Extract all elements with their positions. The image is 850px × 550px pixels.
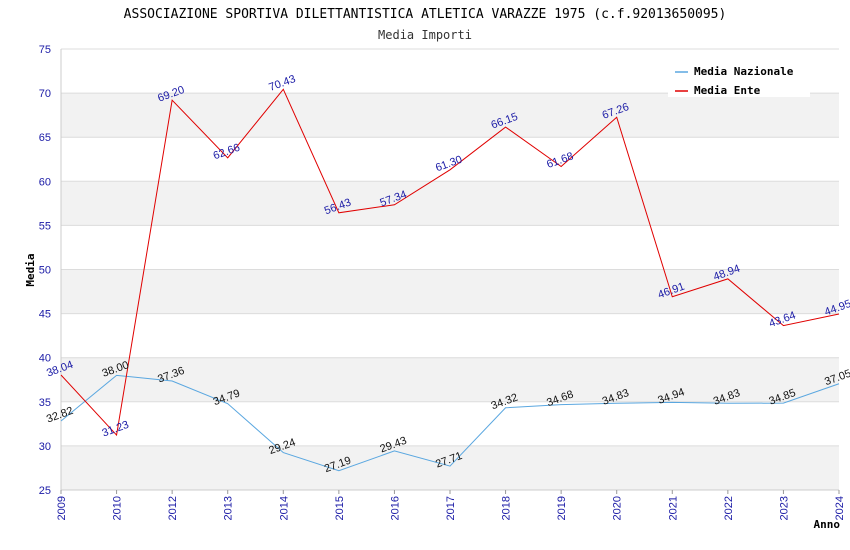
x-tick-label: 2010 — [112, 496, 124, 520]
y-tick-label: 45 — [39, 309, 51, 321]
x-tick-label: 2016 — [389, 496, 401, 520]
x-tick-label: 2023 — [778, 496, 790, 520]
legend-label-media-ente: Media Ente — [694, 84, 761, 97]
plot-band — [61, 93, 839, 138]
series-group — [60, 88, 840, 472]
y-tick-label: 25 — [39, 485, 51, 497]
x-tick-label: 2009 — [56, 496, 68, 520]
plot-band — [61, 401, 839, 446]
plot-band — [61, 225, 839, 270]
y-tick-label: 40 — [39, 353, 51, 365]
x-tick-label: 2015 — [334, 496, 346, 520]
x-tick-label: 2018 — [501, 496, 513, 520]
series-line-media-nazionale — [60, 374, 840, 472]
plot-band — [61, 445, 839, 490]
chart-title: ASSOCIAZIONE SPORTIVA DILETTANTISTICA AT… — [124, 7, 727, 22]
plot-band — [61, 137, 839, 182]
x-axis-label: Anno — [814, 518, 841, 531]
y-tick-label: 75 — [39, 44, 51, 56]
x-tick-label: 2014 — [278, 496, 290, 520]
y-tick-label: 65 — [39, 132, 51, 144]
x-tick-label: 2020 — [612, 496, 624, 520]
x-tick-label: 2022 — [723, 496, 735, 520]
plot-band — [61, 357, 839, 402]
chart-subtitle: Media Importi — [378, 28, 472, 42]
legend-label-media-nazionale: Media Nazionale — [694, 65, 794, 78]
plot-band — [61, 269, 839, 314]
x-tick-label: 2013 — [223, 496, 235, 520]
plot-band — [61, 313, 839, 358]
plot-band — [61, 181, 839, 226]
y-tick-label: 60 — [39, 176, 51, 188]
plot-bands — [61, 49, 839, 490]
series-line-media-ente — [60, 88, 840, 437]
y-tick-label: 55 — [39, 220, 51, 232]
y-tick-label: 50 — [39, 265, 51, 277]
y-axis-ticks: 25 30 35 40 45 50 55 60 65 70 75 — [39, 44, 51, 497]
x-tick-label: 2021 — [667, 496, 679, 520]
y-axis-label: Media — [24, 253, 37, 286]
y-tick-label: 35 — [39, 397, 51, 409]
x-tick-label: 2024 — [834, 496, 846, 520]
x-tick-label: 2012 — [167, 496, 179, 520]
x-axis-ticks: 2009 2010 2012 2013 2014 2015 2016 2017 2018 2019… — [56, 490, 846, 520]
y-tick-label: 30 — [39, 441, 51, 453]
y-tick-label: 70 — [39, 88, 51, 100]
legend: Media Nazionale Media Ente — [668, 59, 810, 97]
legend-box — [668, 59, 810, 97]
x-tick-label: 2017 — [445, 496, 457, 520]
x-tick-label: 2019 — [556, 496, 568, 520]
